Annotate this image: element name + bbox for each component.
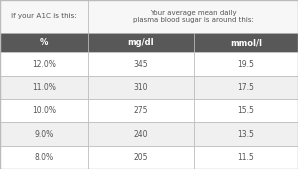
Bar: [88, 76, 194, 99]
Text: 345: 345: [134, 59, 148, 69]
Bar: [88, 146, 194, 169]
Bar: [194, 76, 298, 99]
Bar: [194, 122, 298, 146]
Text: 9.0%: 9.0%: [34, 129, 54, 139]
Bar: [0, 0, 88, 33]
Text: 10.0%: 10.0%: [32, 106, 56, 115]
Bar: [88, 122, 194, 146]
Bar: [194, 52, 298, 76]
Text: mg/dl: mg/dl: [128, 38, 154, 47]
Bar: [0, 52, 88, 76]
Bar: [88, 52, 194, 76]
Text: 12.0%: 12.0%: [32, 59, 56, 69]
Text: mmol/l: mmol/l: [230, 38, 262, 47]
Text: 15.5: 15.5: [238, 106, 254, 115]
Bar: [194, 99, 298, 122]
Text: 310: 310: [134, 83, 148, 92]
Bar: [194, 146, 298, 169]
Text: 240: 240: [134, 129, 148, 139]
Text: 13.5: 13.5: [238, 129, 254, 139]
Bar: [88, 33, 194, 52]
Text: 275: 275: [134, 106, 148, 115]
Bar: [88, 99, 194, 122]
Text: 11.5: 11.5: [238, 153, 254, 162]
Bar: [194, 33, 298, 52]
Bar: [0, 33, 88, 52]
Bar: [0, 99, 88, 122]
Text: %: %: [40, 38, 48, 47]
Text: 205: 205: [134, 153, 148, 162]
Text: 8.0%: 8.0%: [34, 153, 54, 162]
Bar: [88, 0, 298, 33]
Bar: [0, 146, 88, 169]
Bar: [0, 76, 88, 99]
Text: Your average mean daily
plasma blood sugar is around this:: Your average mean daily plasma blood sug…: [133, 10, 253, 23]
Text: If your A1C is this:: If your A1C is this:: [11, 14, 77, 19]
Text: 11.0%: 11.0%: [32, 83, 56, 92]
Text: 19.5: 19.5: [238, 59, 254, 69]
Bar: [0, 122, 88, 146]
Text: 17.5: 17.5: [238, 83, 254, 92]
